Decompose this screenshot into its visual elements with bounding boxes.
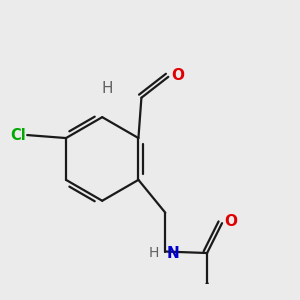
Text: Cl: Cl [11,128,26,142]
Text: H: H [101,81,113,96]
Text: N: N [167,245,179,260]
Text: O: O [172,68,184,83]
Text: H: H [148,246,158,260]
Text: O: O [224,214,237,229]
